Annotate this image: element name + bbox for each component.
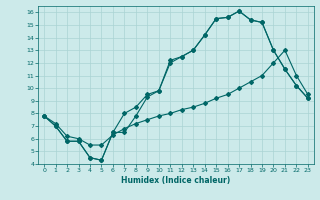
X-axis label: Humidex (Indice chaleur): Humidex (Indice chaleur) — [121, 176, 231, 185]
